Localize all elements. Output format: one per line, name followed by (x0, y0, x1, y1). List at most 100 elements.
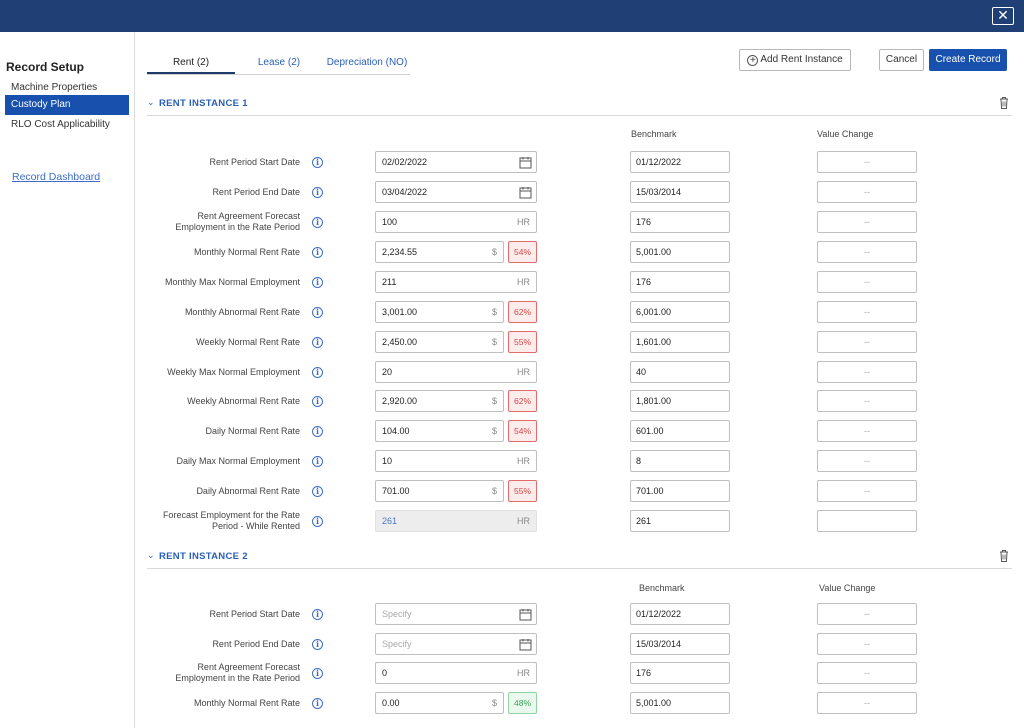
value-input[interactable]: 104.00 $ (375, 420, 504, 442)
calendar-icon[interactable] (519, 156, 532, 169)
date-input[interactable]: 03/04/2022 (375, 181, 537, 203)
info-icon[interactable]: i (312, 609, 323, 620)
add-rent-instance-button[interactable]: + Add Rent Instance (739, 49, 851, 71)
trash-icon[interactable] (998, 96, 1010, 110)
unit-suffix: $ (491, 247, 497, 257)
benchmark-input[interactable]: 40 (630, 361, 730, 383)
input-value: 0.00 (382, 698, 400, 708)
benchmark-input[interactable]: 1,601.00 (630, 331, 730, 353)
percent-badge: 55% (508, 480, 537, 502)
value-change-field: -- (817, 361, 917, 383)
form-row: Rent Agreement Forecast Employment in th… (0, 662, 1024, 686)
chevron-down-icon[interactable]: ⌄ (147, 550, 155, 560)
value-input[interactable]: 701.00 $ (375, 480, 504, 502)
form-row: Rent Period Start Date i 02/02/2022 01/12/2… (0, 151, 1024, 175)
field-label: Rent Period End Date (212, 639, 300, 649)
cancel-button[interactable]: Cancel (879, 49, 924, 71)
value-change-field (817, 510, 917, 532)
benchmark-input[interactable]: 5,001.00 (630, 241, 730, 263)
value-input[interactable]: 211 HR (375, 271, 537, 293)
trash-icon[interactable] (998, 549, 1010, 563)
percent-badge: 62% (508, 301, 537, 323)
info-icon[interactable]: i (312, 277, 323, 288)
benchmark-input[interactable]: 8 (630, 450, 730, 472)
form-row: Monthly Max Normal Employment i 211 HR 176 -- (0, 271, 1024, 295)
value-input[interactable]: 20 HR (375, 361, 537, 383)
value-input[interactable]: 0.00 $ (375, 692, 504, 714)
form-row: Weekly Max Normal Employment i 20 HR 40 -- (0, 361, 1024, 385)
percent-badge: 54% (508, 241, 537, 263)
benchmark-input[interactable]: 261 (630, 510, 730, 532)
info-icon[interactable]: i (312, 307, 323, 318)
value-input: 261 HR (375, 510, 537, 532)
form-row: Rent Agreement Forecast Employment in th… (0, 211, 1024, 235)
unit-suffix: HR (517, 217, 530, 227)
percent-badge: 55% (508, 331, 537, 353)
info-icon[interactable]: i (312, 396, 323, 407)
info-icon[interactable]: i (312, 217, 323, 228)
value-change-field: -- (817, 151, 917, 173)
benchmark-input[interactable]: 601.00 (630, 420, 730, 442)
value-input[interactable]: 100 HR (375, 211, 537, 233)
info-icon[interactable]: i (312, 187, 323, 198)
tab-rent[interactable]: Rent (2) (172, 57, 210, 68)
benchmark-input[interactable]: 01/12/2022 (630, 151, 730, 173)
input-value: 261 (382, 516, 398, 526)
benchmark-input[interactable]: 15/03/2014 (630, 633, 730, 655)
benchmark-input[interactable]: 15/03/2014 (630, 181, 730, 203)
input-value: 20 (382, 367, 393, 377)
value-input[interactable]: 10 HR (375, 450, 537, 472)
chevron-down-icon[interactable]: ⌄ (147, 97, 155, 107)
benchmark-input[interactable]: 01/12/2022 (630, 603, 730, 625)
sidebar-item-rlo-cost-applicability[interactable]: RLO Cost Applicability (11, 119, 110, 130)
value-input[interactable]: 2,920.00 $ (375, 390, 504, 412)
field-label: Rent Agreement Forecast Employment in th… (175, 211, 300, 232)
benchmark-column-header: Benchmark (639, 583, 685, 593)
benchmark-input[interactable]: 701.00 (630, 480, 730, 502)
unit-suffix: HR (517, 367, 530, 377)
benchmark-input[interactable]: 176 (630, 211, 730, 233)
info-icon[interactable]: i (312, 426, 323, 437)
benchmark-input[interactable]: 176 (630, 662, 730, 684)
info-icon[interactable]: i (312, 516, 323, 527)
record-dashboard-link[interactable]: Record Dashboard (12, 171, 101, 183)
benchmark-input[interactable]: 1,801.00 (630, 390, 730, 412)
date-input[interactable]: Specify (375, 633, 537, 655)
value-input[interactable]: 3,001.00 $ (375, 301, 504, 323)
value-input[interactable]: 2,234.55 $ (375, 241, 504, 263)
info-icon[interactable]: i (312, 337, 323, 348)
benchmark-input[interactable]: 6,001.00 (630, 301, 730, 323)
calendar-icon[interactable] (519, 608, 532, 621)
benchmark-input[interactable]: 176 (630, 271, 730, 293)
info-icon[interactable]: i (312, 157, 323, 168)
value-input[interactable]: 2,450.00 $ (375, 331, 504, 353)
date-input[interactable]: Specify (375, 603, 537, 625)
form-row: Monthly Abnormal Rent Rate i 3,001.00 $62% 6… (0, 301, 1024, 325)
info-icon[interactable]: i (312, 639, 323, 650)
tab-lease[interactable]: Lease (2) (257, 57, 301, 68)
info-icon[interactable]: i (312, 698, 323, 709)
sidebar-item-custody-plan[interactable]: Custody Plan (5, 95, 129, 115)
info-icon[interactable]: i (312, 367, 323, 378)
tab-depreciation[interactable]: Depreciation (NO) (326, 57, 408, 68)
value-change-field: -- (817, 420, 917, 442)
benchmark-input[interactable]: 5,001.00 (630, 692, 730, 714)
info-icon[interactable]: i (312, 456, 323, 467)
info-icon[interactable]: i (312, 668, 323, 679)
form-row: Forecast Employment for the Rate Period … (0, 510, 1024, 534)
calendar-icon[interactable] (519, 638, 532, 651)
value-change-field: -- (817, 603, 917, 625)
sidebar-item-machine-properties[interactable]: Machine Properties (11, 82, 98, 93)
calendar-icon[interactable] (519, 186, 532, 199)
sidebar: Record Setup Machine Properties Custody … (0, 32, 135, 728)
info-icon[interactable]: i (312, 486, 323, 497)
input-value: 3,001.00 (382, 307, 418, 317)
date-input[interactable]: 02/02/2022 (375, 151, 537, 173)
create-record-button[interactable]: Create Record (929, 49, 1007, 71)
close-icon[interactable]: ✕ (992, 7, 1014, 25)
form-row: Weekly Abnormal Rent Rate i 2,920.00 $62% 1,… (0, 390, 1024, 414)
section-title: RENT INSTANCE 1 (159, 98, 248, 109)
value-input[interactable]: 0 HR (375, 662, 537, 684)
input-value: Specify (382, 639, 412, 649)
info-icon[interactable]: i (312, 247, 323, 258)
